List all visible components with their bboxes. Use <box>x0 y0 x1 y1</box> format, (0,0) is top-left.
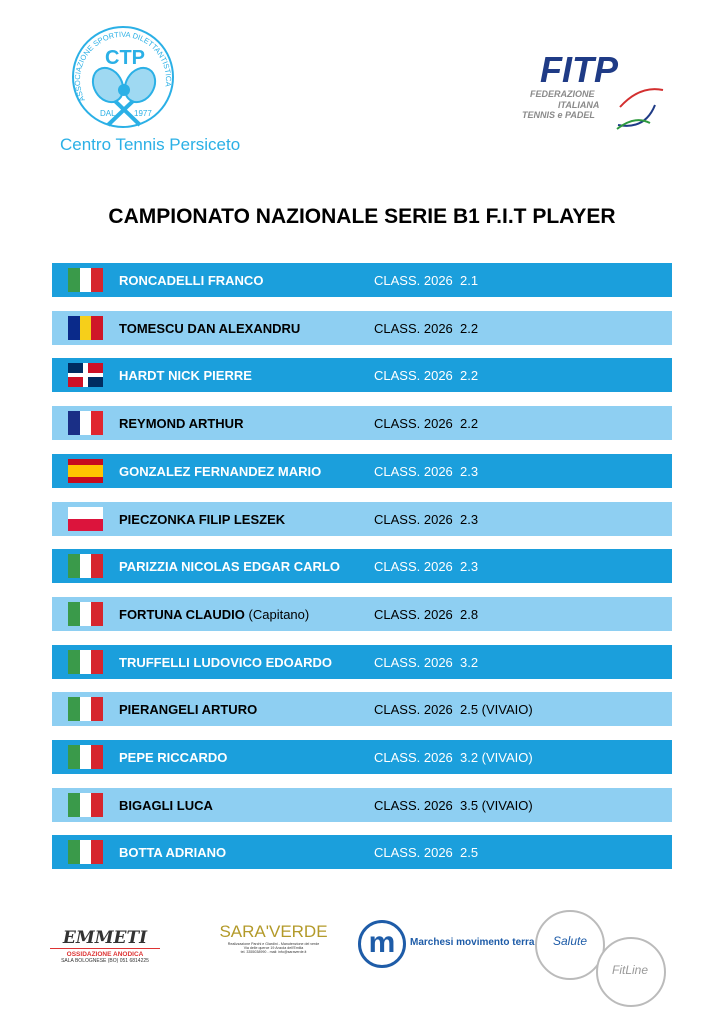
player-name-text: RONCADELLI FRANCO <box>119 273 264 288</box>
italy-flag-icon <box>68 649 104 674</box>
player-name-text: GONZALEZ FERNANDEZ MARIO <box>119 463 322 479</box>
player-name-text: BOTTA ADRIANO <box>119 845 227 861</box>
player-row: FORTUNA CLAUDIO (Capitano) CLASS. 2026 2.… <box>52 596 672 631</box>
player-name: HARDT NICK PIERRE <box>119 368 252 383</box>
salute-name: Salute <box>553 934 588 948</box>
player-name-text: PIERANGELI ARTURO <box>119 702 258 718</box>
emmeti-line1: OSSIDAZIONE ANODICA <box>66 951 144 958</box>
italy-flag-icon <box>68 697 104 722</box>
emmeti-line2: SALA BOLOGNESE (BO) 051 6814225 <box>61 958 149 964</box>
sponsor-emmeti: EMMETI OSSIDAZIONE ANODICA SALA BOLOGNES… <box>50 928 160 964</box>
player-row: PIERANGELI ARTURO CLASS. 2026 2.5 (VIVAIO… <box>52 692 672 727</box>
player-classification: CLASS. 2026 2.2 <box>374 368 479 384</box>
player-name-text: PIECZONKA FILIP LESZEK <box>119 511 286 527</box>
player-role: (Capitano) <box>244 606 310 622</box>
sponsor-saraverde: SARA'VERDE Realizzazione Parchi e Giardi… <box>216 922 331 954</box>
player-name: PEPE RICCARDO <box>119 750 227 765</box>
marchesi-name: Marchesi movimento terra <box>410 937 535 948</box>
player-name: PARIZZIA NICOLAS EDGAR CARLO <box>119 559 340 574</box>
fitp-line3: TENNIS e PADEL <box>522 110 595 120</box>
player-classification: CLASS. 2026 2.8 <box>374 606 479 622</box>
player-classification: CLASS. 2026 2.3 <box>374 511 479 527</box>
player-name: BIGAGLI LUCA <box>119 798 213 813</box>
player-classification: CLASS. 2026 3.2 (VIVAIO) <box>374 750 533 765</box>
page-title: CAMPIONATO NAZIONALE SERIE B1 F.I.T PLAY… <box>108 205 616 228</box>
player-classification: CLASS. 2026 2.3 <box>374 463 479 479</box>
sponsor-marchesi: m Marchesi movimento terra <box>358 920 535 970</box>
marchesi-mark: m <box>358 920 406 968</box>
player-name-text: FORTUNA CLAUDIO <box>119 606 245 622</box>
player-name-text: HARDT NICK PIERRE <box>119 368 252 384</box>
club-since-right: 1977 <box>134 109 152 118</box>
player-row: PARIZZIA NICOLAS EDGAR CARLO CLASS. 2026 … <box>52 549 672 584</box>
player-classification: CLASS. 2026 3.5 (VIVAIO) <box>374 797 533 813</box>
italy-flag-icon <box>68 745 104 769</box>
player-row: BIGAGLI LUCA CLASS. 2026 3.5 (VIVAIO) <box>52 787 672 822</box>
player-name: RONCADELLI FRANCO <box>119 273 263 288</box>
italy-flag-icon <box>68 554 104 579</box>
player-name: GONZALEZ FERNANDEZ MARIO <box>119 464 321 479</box>
player-name: TOMESCU DAN ALEXANDRU <box>119 321 300 336</box>
spain-flag-icon <box>68 458 103 483</box>
player-name-text: TOMESCU DAN ALEXANDRU <box>119 320 301 336</box>
emmeti-name: EMMETI <box>50 928 160 949</box>
italy-flag-icon <box>68 601 104 626</box>
sponsor-fitline: FitLine <box>596 937 666 1007</box>
player-name-text: TRUFFELLI LUDOVICO EDOARDO <box>119 654 333 670</box>
player-name: PIECZONKA FILIP LESZEK <box>119 512 285 527</box>
player-name-text: PEPE RICCARDO <box>119 750 228 765</box>
player-row: HARDT NICK PIERRE CLASS. 2026 2.2 <box>52 358 672 393</box>
player-row: PEPE RICCARDO CLASS. 2026 3.2 (VIVAIO) <box>52 740 672 774</box>
poland-flag-icon <box>68 506 103 531</box>
player-row: TOMESCU DAN ALEXANDRU CLASS. 2026 2.2 <box>52 310 672 345</box>
player-name: BOTTA ADRIANO <box>119 845 226 860</box>
fitp-logo: FITP FEDERAZIONE ITALIANA TENNIS e PADEL <box>520 49 670 135</box>
player-classification: CLASS. 2026 2.2 <box>374 416 479 432</box>
player-row: PIECZONKA FILIP LESZEK CLASS. 2026 2.3 <box>52 501 672 536</box>
player-classification: CLASS. 2026 2.3 <box>374 559 479 575</box>
saraverde-line1: Realizzazione Parchi e Giardini - Manute… <box>227 942 320 946</box>
player-name: REYMOND ARTHUR <box>119 416 243 431</box>
player-classification: CLASS. 2026 2.5 <box>374 845 479 861</box>
saraverde-name: SARA'VERDE <box>219 922 328 941</box>
saraverde-line2: Via delle querce 19 Anzola dell'Emilia <box>243 946 304 950</box>
club-since-left: DAL <box>100 109 116 118</box>
fitline-name: FitLine <box>612 963 649 977</box>
fitp-swoosh-icon <box>616 88 664 130</box>
player-name-text: REYMOND ARTHUR <box>119 416 244 432</box>
player-row: GONZALEZ FERNANDEZ MARIO CLASS. 2026 2.3 <box>52 453 672 488</box>
player-row: RONCADELLI FRANCO CLASS. 2026 2.1 <box>52 263 672 297</box>
club-logo: ASSOCIAZIONE SPORTIVA DILETTANTISTICA CT… <box>60 25 270 160</box>
club-emblem-icon: ASSOCIAZIONE SPORTIVA DILETTANTISTICA <box>72 26 174 128</box>
fitp-line1: FEDERAZIONE <box>530 89 595 99</box>
player-classification: CLASS. 2026 2.5 (VIVAIO) <box>374 702 533 718</box>
player-name: FORTUNA CLAUDIO (Capitano) <box>119 607 309 622</box>
player-row: REYMOND ARTHUR CLASS. 2026 2.2 <box>52 406 672 441</box>
dominican-republic-flag-icon <box>68 363 103 388</box>
player-row: BOTTA ADRIANO CLASS. 2026 2.5 <box>52 835 672 870</box>
fitp-acronym: FITP <box>540 49 618 90</box>
italy-flag-icon <box>68 268 104 292</box>
player-name: TRUFFELLI LUDOVICO EDOARDO <box>119 655 332 670</box>
italy-flag-icon <box>68 792 104 817</box>
player-classification: CLASS. 2026 2.1 <box>374 273 479 288</box>
player-classification: CLASS. 2026 2.2 <box>374 320 479 336</box>
player-name-text: PARIZZIA NICOLAS EDGAR CARLO <box>119 559 340 575</box>
france-flag-icon <box>68 411 104 436</box>
player-name-text: BIGAGLI LUCA <box>119 797 213 813</box>
italy-flag-icon <box>68 840 104 865</box>
fitp-line2: ITALIANA <box>558 100 600 110</box>
player-classification: CLASS. 2026 3.2 <box>374 654 479 670</box>
player-row: TRUFFELLI LUDOVICO EDOARDO CLASS. 2026 3.… <box>52 644 672 679</box>
player-name: PIERANGELI ARTURO <box>119 702 257 717</box>
sponsor-salute: Salute <box>535 910 605 980</box>
club-monogram: CTP <box>105 47 145 69</box>
romania-flag-icon <box>68 315 104 340</box>
saraverde-line3: tel. 3355038990 - mail: info@saraverde.i… <box>240 950 307 954</box>
club-name: Centro Tennis Persiceto <box>60 135 241 154</box>
